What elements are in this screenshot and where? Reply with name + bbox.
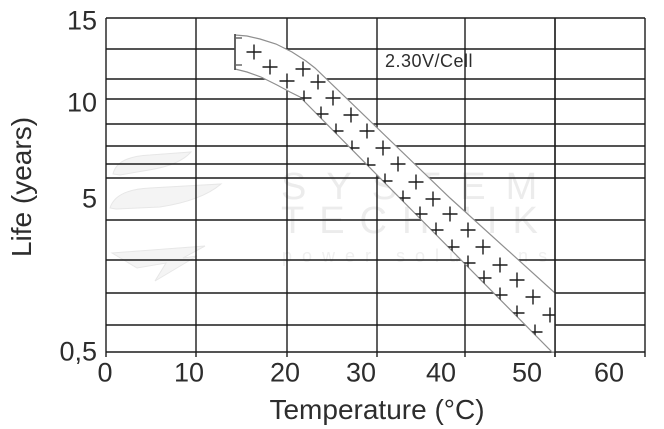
life-band bbox=[234, 34, 556, 353]
x-tick-40: 40 bbox=[425, 357, 457, 388]
y-tick-15: 15 bbox=[66, 5, 97, 36]
y-tick-10: 10 bbox=[66, 87, 97, 118]
x-tick-60: 60 bbox=[593, 357, 625, 388]
x-tick-0: 0 bbox=[97, 357, 113, 388]
x-tick-30: 30 bbox=[345, 357, 377, 388]
watermark-swoosh-icon bbox=[110, 245, 206, 282]
x-axis-title: Temperature (°C) bbox=[269, 394, 485, 425]
cell-voltage-annotation: 2.30V/Cell bbox=[385, 51, 474, 71]
x-tick-50: 50 bbox=[511, 357, 543, 388]
y-axis-title: Life (years) bbox=[6, 116, 37, 258]
x-tick-20: 20 bbox=[269, 357, 301, 388]
y-tick-5: 5 bbox=[81, 183, 97, 214]
y-tick-0-5: 0,5 bbox=[59, 336, 97, 367]
x-tick-10: 10 bbox=[173, 357, 205, 388]
watermark-swoosh-icon bbox=[109, 183, 223, 210]
